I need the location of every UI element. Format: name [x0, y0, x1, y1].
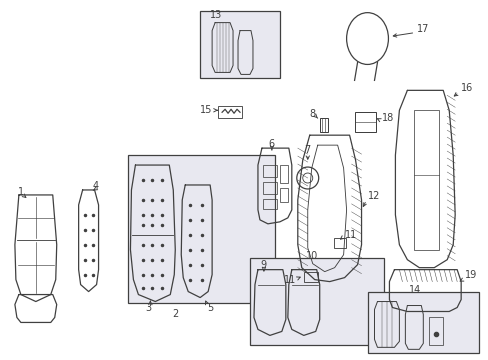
- Bar: [263, 182, 276, 194]
- Bar: [263, 199, 276, 209]
- Text: 9: 9: [260, 260, 266, 270]
- Text: 14: 14: [408, 284, 421, 294]
- Text: 11: 11: [344, 230, 356, 240]
- Bar: [367, 292, 478, 353]
- Text: 2: 2: [172, 310, 178, 319]
- Text: 7: 7: [304, 145, 310, 155]
- Bar: [354, 112, 376, 132]
- Text: 12: 12: [367, 191, 379, 201]
- Bar: [333, 238, 345, 248]
- Text: 5: 5: [206, 302, 213, 312]
- Text: 1: 1: [18, 187, 24, 197]
- Text: 15: 15: [199, 105, 212, 115]
- Bar: [413, 110, 438, 250]
- Text: 16: 16: [460, 84, 472, 93]
- Bar: [249, 258, 384, 345]
- Bar: [303, 272, 317, 282]
- Text: 19: 19: [464, 270, 476, 280]
- Text: 11: 11: [283, 275, 295, 285]
- Text: 4: 4: [92, 181, 99, 191]
- Bar: [200, 11, 279, 78]
- Bar: [128, 155, 274, 302]
- Text: 3: 3: [145, 302, 151, 312]
- Text: 17: 17: [416, 24, 429, 33]
- Bar: [279, 188, 287, 202]
- Bar: [218, 106, 242, 118]
- Text: 8: 8: [309, 109, 315, 119]
- Text: 13: 13: [210, 10, 222, 20]
- Bar: [263, 165, 276, 177]
- Bar: [319, 118, 327, 132]
- Bar: [428, 318, 442, 345]
- Bar: [279, 165, 287, 183]
- Text: 18: 18: [381, 113, 393, 123]
- Text: 10: 10: [305, 251, 317, 261]
- Text: 6: 6: [268, 139, 274, 149]
